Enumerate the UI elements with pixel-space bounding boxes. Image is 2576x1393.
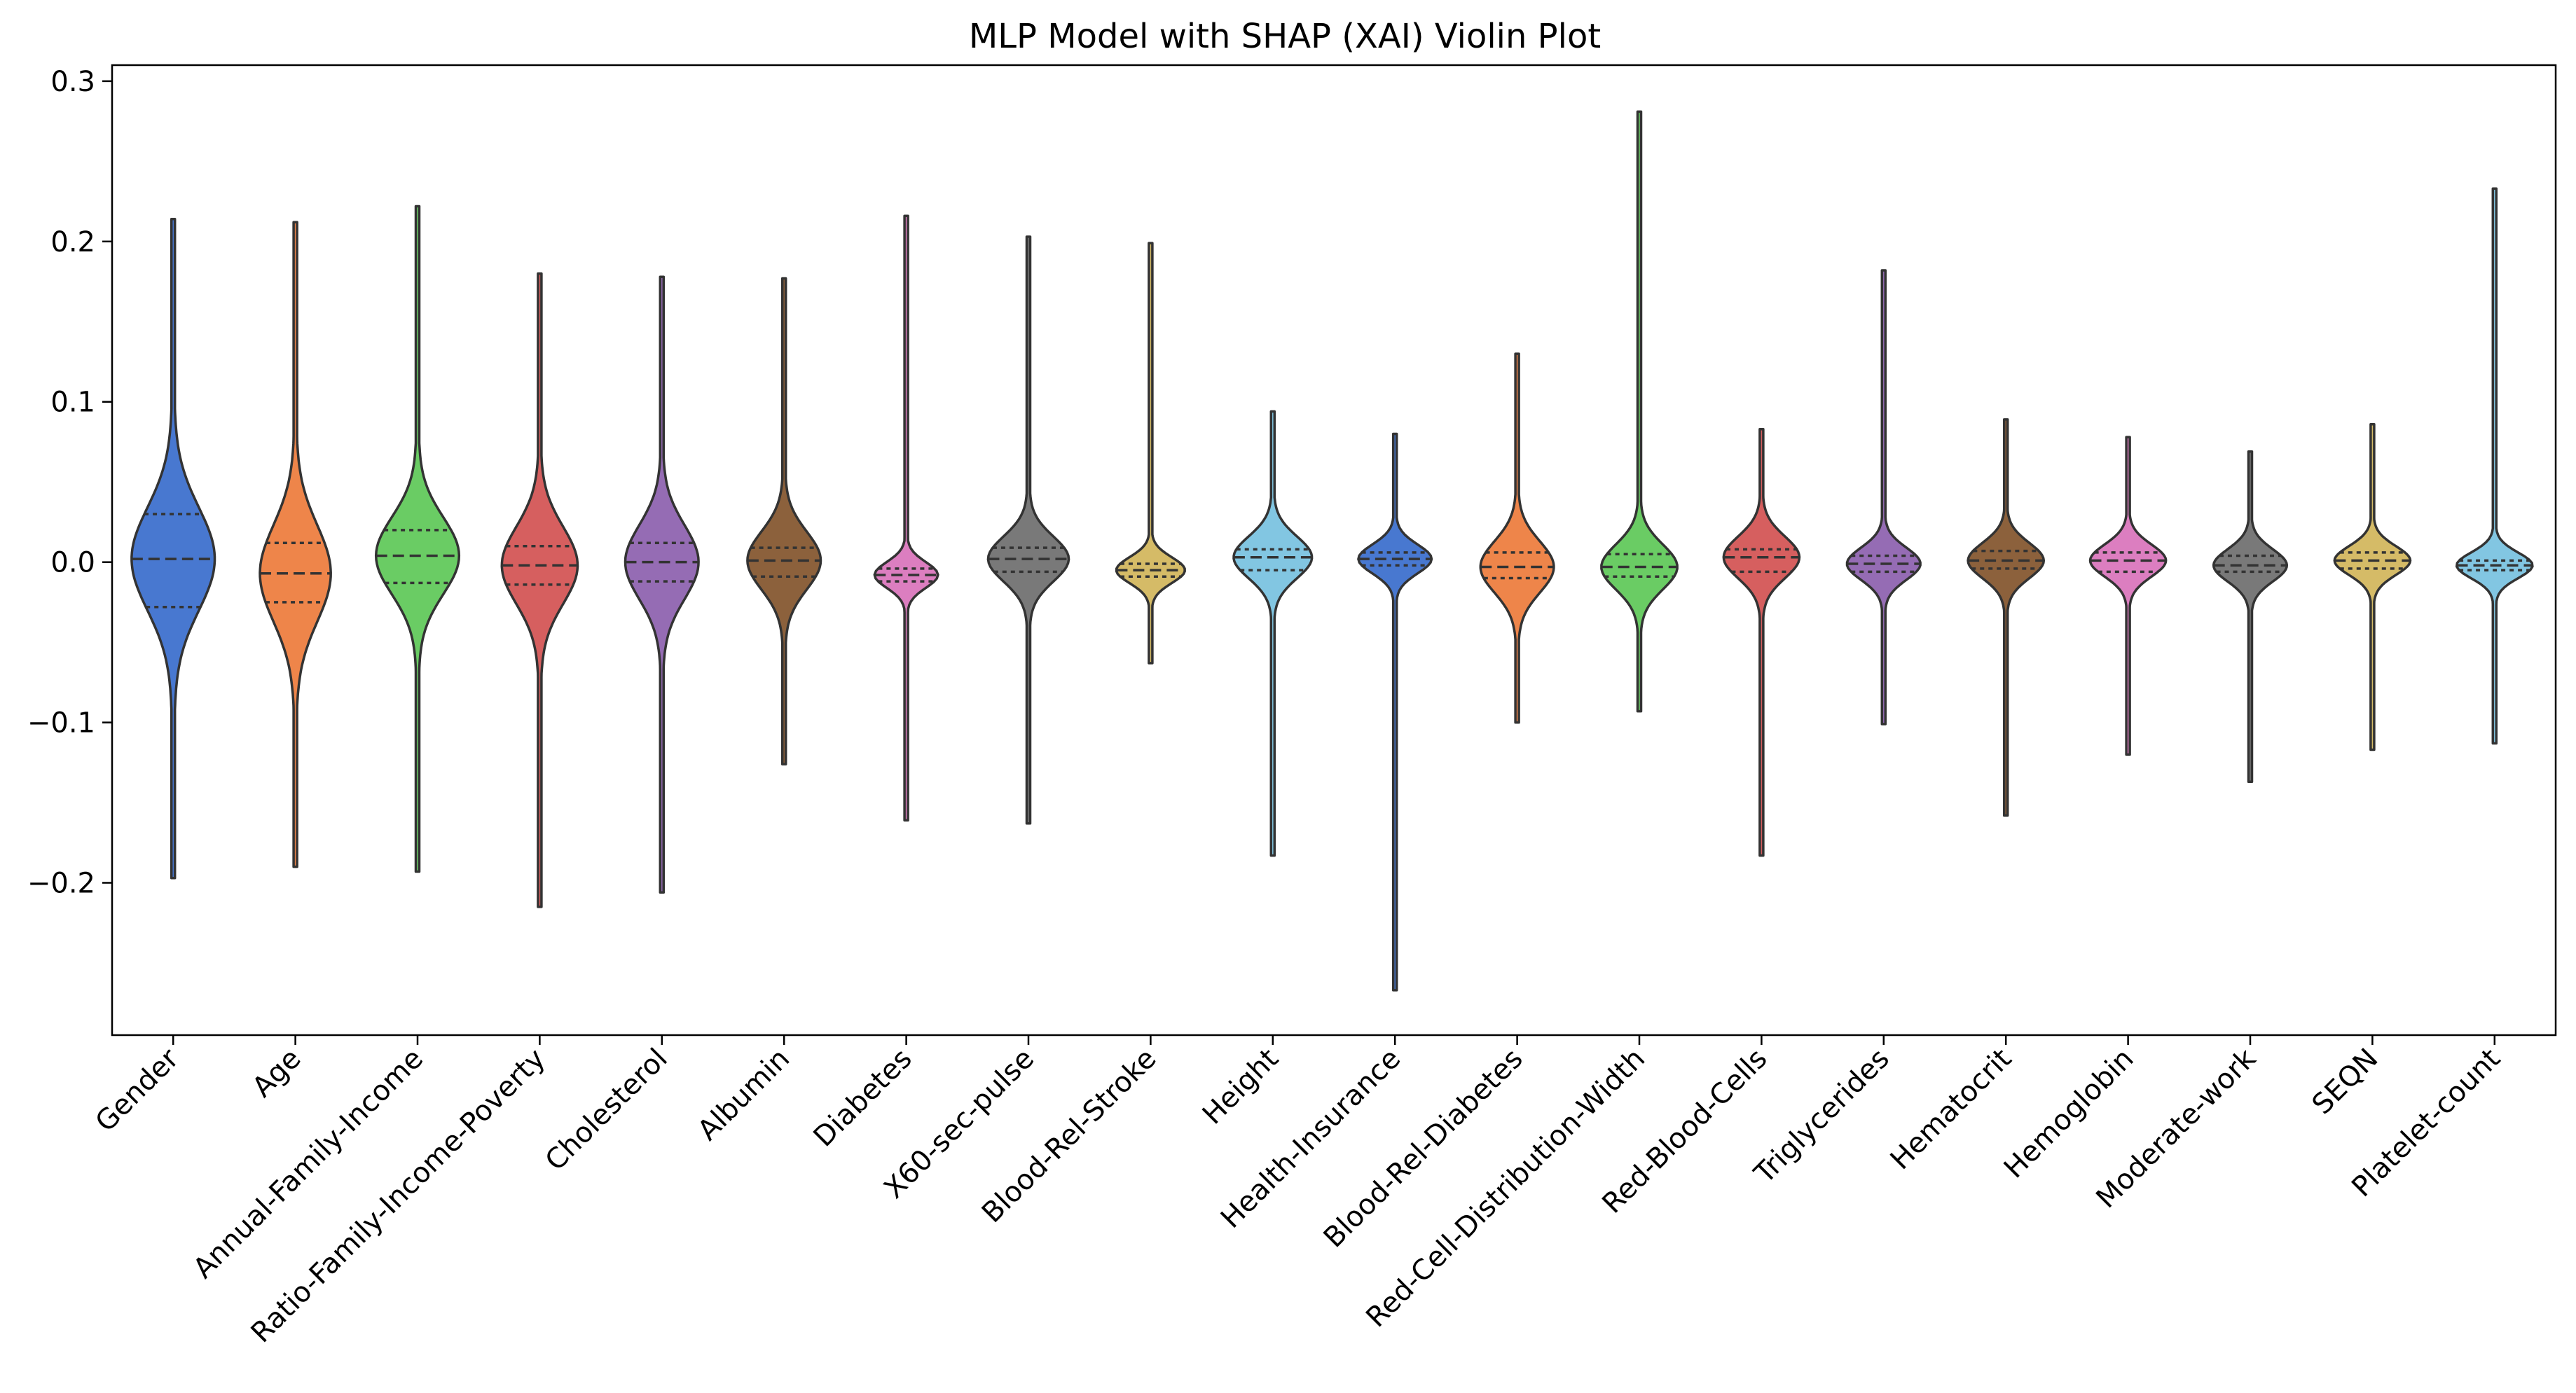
x-tick-label: Annual-Family-Income (187, 1043, 429, 1285)
violin-gender (130, 218, 216, 880)
x-axis: Gender AgeAnnual-Family-IncomeRatio-Famil… (90, 1035, 2507, 1349)
y-axis: −0.2 −0.1 0.0 0.1 0.2 0.3 (27, 66, 112, 900)
x-tick-label: Blood-Rel-Diabetes (1318, 1043, 1529, 1254)
violin-annual-family-income (374, 205, 461, 873)
violin-albumin (746, 277, 822, 765)
x-tick-label: Age (246, 1043, 307, 1104)
x-tick-label: Height (1197, 1043, 1285, 1131)
violins-group (130, 110, 2534, 992)
violin-blood-rel-diabetes (1479, 352, 1555, 724)
x-tick-label: Hematocrit (1885, 1043, 2018, 1177)
quartile-lines-group (131, 513, 2533, 609)
violin-red-cell-distribution-width (1600, 110, 1679, 713)
x-tick-label: Cholesterol (539, 1043, 674, 1177)
chart-title: MLP Model with SHAP (XAI) Violin Plot (969, 17, 1601, 56)
violin-blood-rel-stroke (1115, 242, 1186, 665)
y-tick-label: 0.3 (50, 66, 95, 98)
y-tick-label: −0.1 (27, 707, 95, 740)
violin-health-insurance (1357, 432, 1433, 992)
x-tick-label: Gender (90, 1042, 186, 1138)
violin-age (259, 221, 332, 868)
violin-red-blood-cells (1722, 427, 1801, 857)
plot-frame (111, 64, 2557, 1037)
y-tick-label: 0.2 (50, 226, 95, 258)
x-tick-label: Albumin (691, 1043, 796, 1147)
violin-triglycerides (1845, 269, 1922, 726)
violin-platelet-count (2455, 187, 2534, 745)
violin-cholesterol (624, 275, 700, 894)
y-tick-label: 0.0 (50, 547, 95, 579)
violin-moderate-work (2212, 450, 2289, 784)
violin-diabetes (873, 214, 939, 822)
x-tick-label: SEQN (2306, 1043, 2385, 1121)
x-tick-label: Diabetes (808, 1043, 918, 1153)
violin-hemoglobin (2088, 436, 2168, 756)
violin-height (1232, 410, 1314, 857)
violin-x60-sec-pulse (986, 235, 1070, 825)
violin-seqn (2333, 423, 2412, 751)
y-tick-label: 0.1 (50, 387, 95, 419)
violin-ratio-family-income-poverty (500, 272, 579, 908)
y-tick-label: −0.2 (27, 868, 95, 900)
violin-hematocrit (1967, 418, 2046, 817)
